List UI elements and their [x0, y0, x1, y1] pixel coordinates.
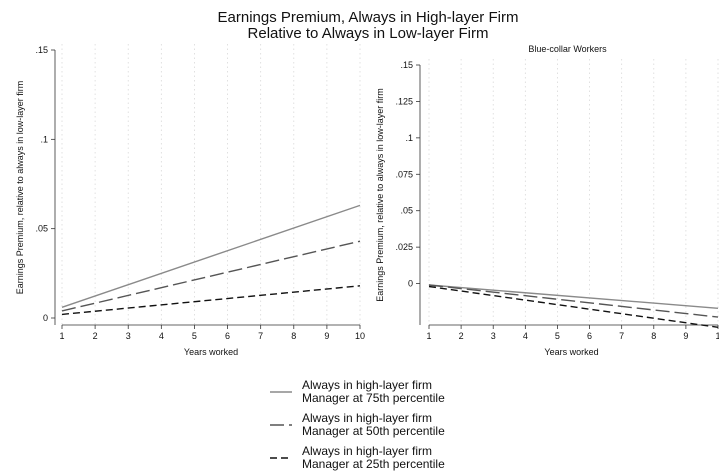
- y-tick-label: .05: [400, 206, 413, 216]
- x-tick-label: 3: [491, 331, 496, 341]
- left-panel: 0 .05 .1 .15 1 2 3 4 5 6 7 8 9 10 Years worked Earnings…: [15, 44, 365, 357]
- x-tick-label: 6: [225, 331, 230, 341]
- x-tick-label: 1: [715, 331, 719, 341]
- series-line-75th: [428, 284, 719, 309]
- legend: Always in high-layer firm Manager at 75t…: [270, 378, 445, 471]
- x-tick-label: 5: [192, 331, 197, 341]
- y-tick-label: .05: [35, 224, 48, 234]
- y-tick-label: .1: [40, 134, 48, 144]
- x-tick-label: 9: [683, 331, 688, 341]
- x-tick-label: 7: [619, 331, 624, 341]
- y-tick-label: .125: [395, 96, 413, 106]
- series-line-50th: [428, 284, 719, 318]
- legend-label-50th-line1: Always in high-layer firm: [302, 411, 432, 425]
- legend-label-50th-line2: Manager at 50th percentile: [302, 424, 445, 438]
- legend-label-75th-line2: Manager at 75th percentile: [302, 391, 445, 405]
- y-tick-label: 0: [43, 313, 48, 323]
- y-tick-label: .15: [35, 45, 48, 55]
- legend-label-25th-line1: Always in high-layer firm: [302, 444, 432, 458]
- x-tick-label: 10: [355, 331, 365, 341]
- x-tick-label: 2: [459, 331, 464, 341]
- series-line-75th: [61, 204, 361, 308]
- x-tick-label: 4: [523, 331, 528, 341]
- x-tick-label: 4: [159, 331, 164, 341]
- y-tick-label: .1: [405, 133, 413, 143]
- y-tick-label: .075: [395, 169, 413, 179]
- panel-subtitle: Blue-collar Workers: [528, 44, 607, 54]
- series-line-50th: [61, 240, 361, 312]
- x-tick-label: 7: [258, 331, 263, 341]
- x-tick-label: 8: [291, 331, 296, 341]
- x-tick-label: 2: [93, 331, 98, 341]
- x-tick-label: 3: [126, 331, 131, 341]
- y-axis-label: Earnings Premium, relative to always in …: [15, 81, 25, 295]
- x-axis-label: Years worked: [184, 347, 238, 357]
- series-line-25th: [61, 285, 361, 316]
- legend-label-25th-line2: Manager at 25th percentile: [302, 457, 445, 471]
- x-tick-label: 1: [59, 331, 64, 341]
- legend-label-75th-line1: Always in high-layer firm: [302, 378, 432, 392]
- right-panel-blue-collar: 0 .025 .05 .075 .1 .125 .15 1 2 3 4 5 6 7 8 9 1 Years wor…: [375, 44, 719, 357]
- y-tick-label: .15: [400, 60, 413, 70]
- x-axis-label: Years worked: [544, 347, 598, 357]
- x-tick-label: 9: [324, 331, 329, 341]
- x-tick-label: 6: [587, 331, 592, 341]
- x-tick-label: 8: [651, 331, 656, 341]
- x-tick-label: 1: [426, 331, 431, 341]
- y-tick-label: 0: [408, 279, 413, 289]
- chart-title-line2: Relative to Always in Low-layer Firm: [248, 25, 489, 42]
- chart-title-line1: Earnings Premium, Always in High-layer F…: [218, 9, 519, 26]
- x-tick-label: 5: [555, 331, 560, 341]
- y-axis-label: Earnings Premium, relative to always in …: [375, 88, 385, 302]
- series-line-25th: [428, 285, 719, 328]
- y-tick-label: .025: [395, 242, 413, 252]
